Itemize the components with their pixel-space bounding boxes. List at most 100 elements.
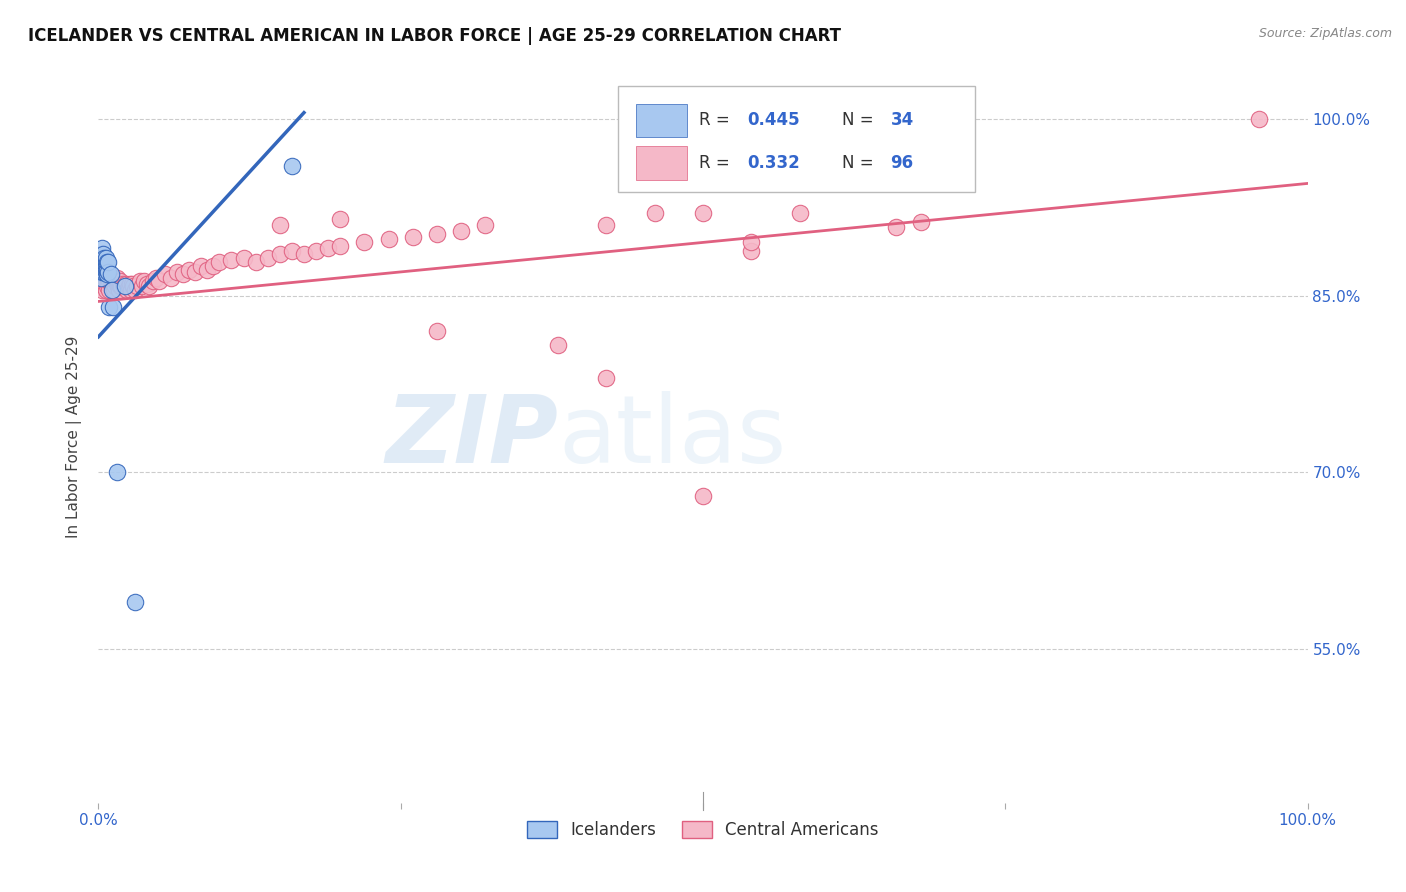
Point <box>148 274 170 288</box>
Point <box>120 283 142 297</box>
Point <box>101 301 124 315</box>
Point <box>91 283 114 297</box>
Text: ICELANDER VS CENTRAL AMERICAN IN LABOR FORCE | AGE 25-29 CORRELATION CHART: ICELANDER VS CENTRAL AMERICAN IN LABOR F… <box>28 27 841 45</box>
Point <box>90 259 112 273</box>
Point <box>547 338 569 352</box>
Point <box>153 267 176 281</box>
Point <box>91 253 114 268</box>
Point <box>96 255 118 269</box>
Point <box>93 255 115 269</box>
Point <box>100 270 122 285</box>
Point <box>128 274 150 288</box>
Point <box>166 265 188 279</box>
Point <box>145 270 167 285</box>
Point <box>94 283 117 297</box>
Text: N =: N = <box>842 112 879 129</box>
Point <box>100 277 122 291</box>
FancyBboxPatch shape <box>637 146 688 179</box>
Point <box>135 277 157 291</box>
Text: ZIP: ZIP <box>385 391 558 483</box>
Point <box>740 244 762 258</box>
Point <box>112 279 135 293</box>
Point <box>353 235 375 250</box>
Point <box>269 247 291 261</box>
Point <box>104 274 127 288</box>
Point <box>94 255 117 269</box>
Text: R =: R = <box>699 112 735 129</box>
Point <box>103 277 125 291</box>
Point <box>107 279 129 293</box>
Point <box>97 255 120 269</box>
Point <box>105 277 128 291</box>
Point <box>305 244 328 258</box>
Point <box>108 283 131 297</box>
Point <box>114 279 136 293</box>
FancyBboxPatch shape <box>637 103 688 137</box>
Point <box>131 279 153 293</box>
Point <box>450 224 472 238</box>
Point <box>426 324 449 338</box>
Point <box>101 279 124 293</box>
Point <box>91 265 114 279</box>
Point <box>101 274 124 288</box>
Point <box>117 283 139 297</box>
Point <box>104 279 127 293</box>
Point <box>316 241 339 255</box>
Point <box>208 255 231 269</box>
Point <box>110 279 132 293</box>
Point <box>98 283 121 297</box>
Point <box>329 211 352 226</box>
Point <box>134 274 156 288</box>
Point <box>377 232 399 246</box>
Point <box>221 253 243 268</box>
Point <box>292 247 315 261</box>
Point <box>97 267 120 281</box>
Point <box>91 241 114 255</box>
Point <box>96 267 118 281</box>
Point <box>122 279 145 293</box>
Point <box>94 259 117 273</box>
Point <box>474 218 496 232</box>
Point <box>96 262 118 277</box>
Text: 96: 96 <box>890 153 914 172</box>
Point <box>94 274 117 288</box>
Point <box>329 239 352 253</box>
Text: 34: 34 <box>890 112 914 129</box>
Point <box>245 255 267 269</box>
Point <box>98 274 121 288</box>
Point <box>232 251 254 265</box>
Point <box>91 247 114 261</box>
Point <box>910 215 932 229</box>
Point <box>127 279 149 293</box>
Point <box>93 267 115 281</box>
Point <box>90 270 112 285</box>
Point <box>118 277 141 291</box>
Point <box>402 229 425 244</box>
Point <box>90 277 112 291</box>
Point <box>692 489 714 503</box>
Point <box>195 262 218 277</box>
Point <box>138 279 160 293</box>
Point <box>142 274 165 288</box>
Point <box>740 235 762 250</box>
Point <box>644 206 666 220</box>
Y-axis label: In Labor Force | Age 25-29: In Labor Force | Age 25-29 <box>66 336 83 538</box>
Point <box>93 279 115 293</box>
Point <box>172 267 194 281</box>
Point <box>90 259 112 273</box>
Text: 0.445: 0.445 <box>748 112 800 129</box>
Point <box>105 466 128 480</box>
Point <box>115 277 138 291</box>
Point <box>1249 112 1271 126</box>
Point <box>124 595 146 609</box>
Point <box>269 218 291 232</box>
Point <box>97 277 120 291</box>
Point <box>190 259 212 273</box>
Point <box>93 265 115 279</box>
Point <box>103 283 125 297</box>
Point <box>124 283 146 297</box>
Text: Source: ZipAtlas.com: Source: ZipAtlas.com <box>1258 27 1392 40</box>
Point <box>789 206 811 220</box>
Point <box>91 277 114 291</box>
Point <box>89 265 111 279</box>
